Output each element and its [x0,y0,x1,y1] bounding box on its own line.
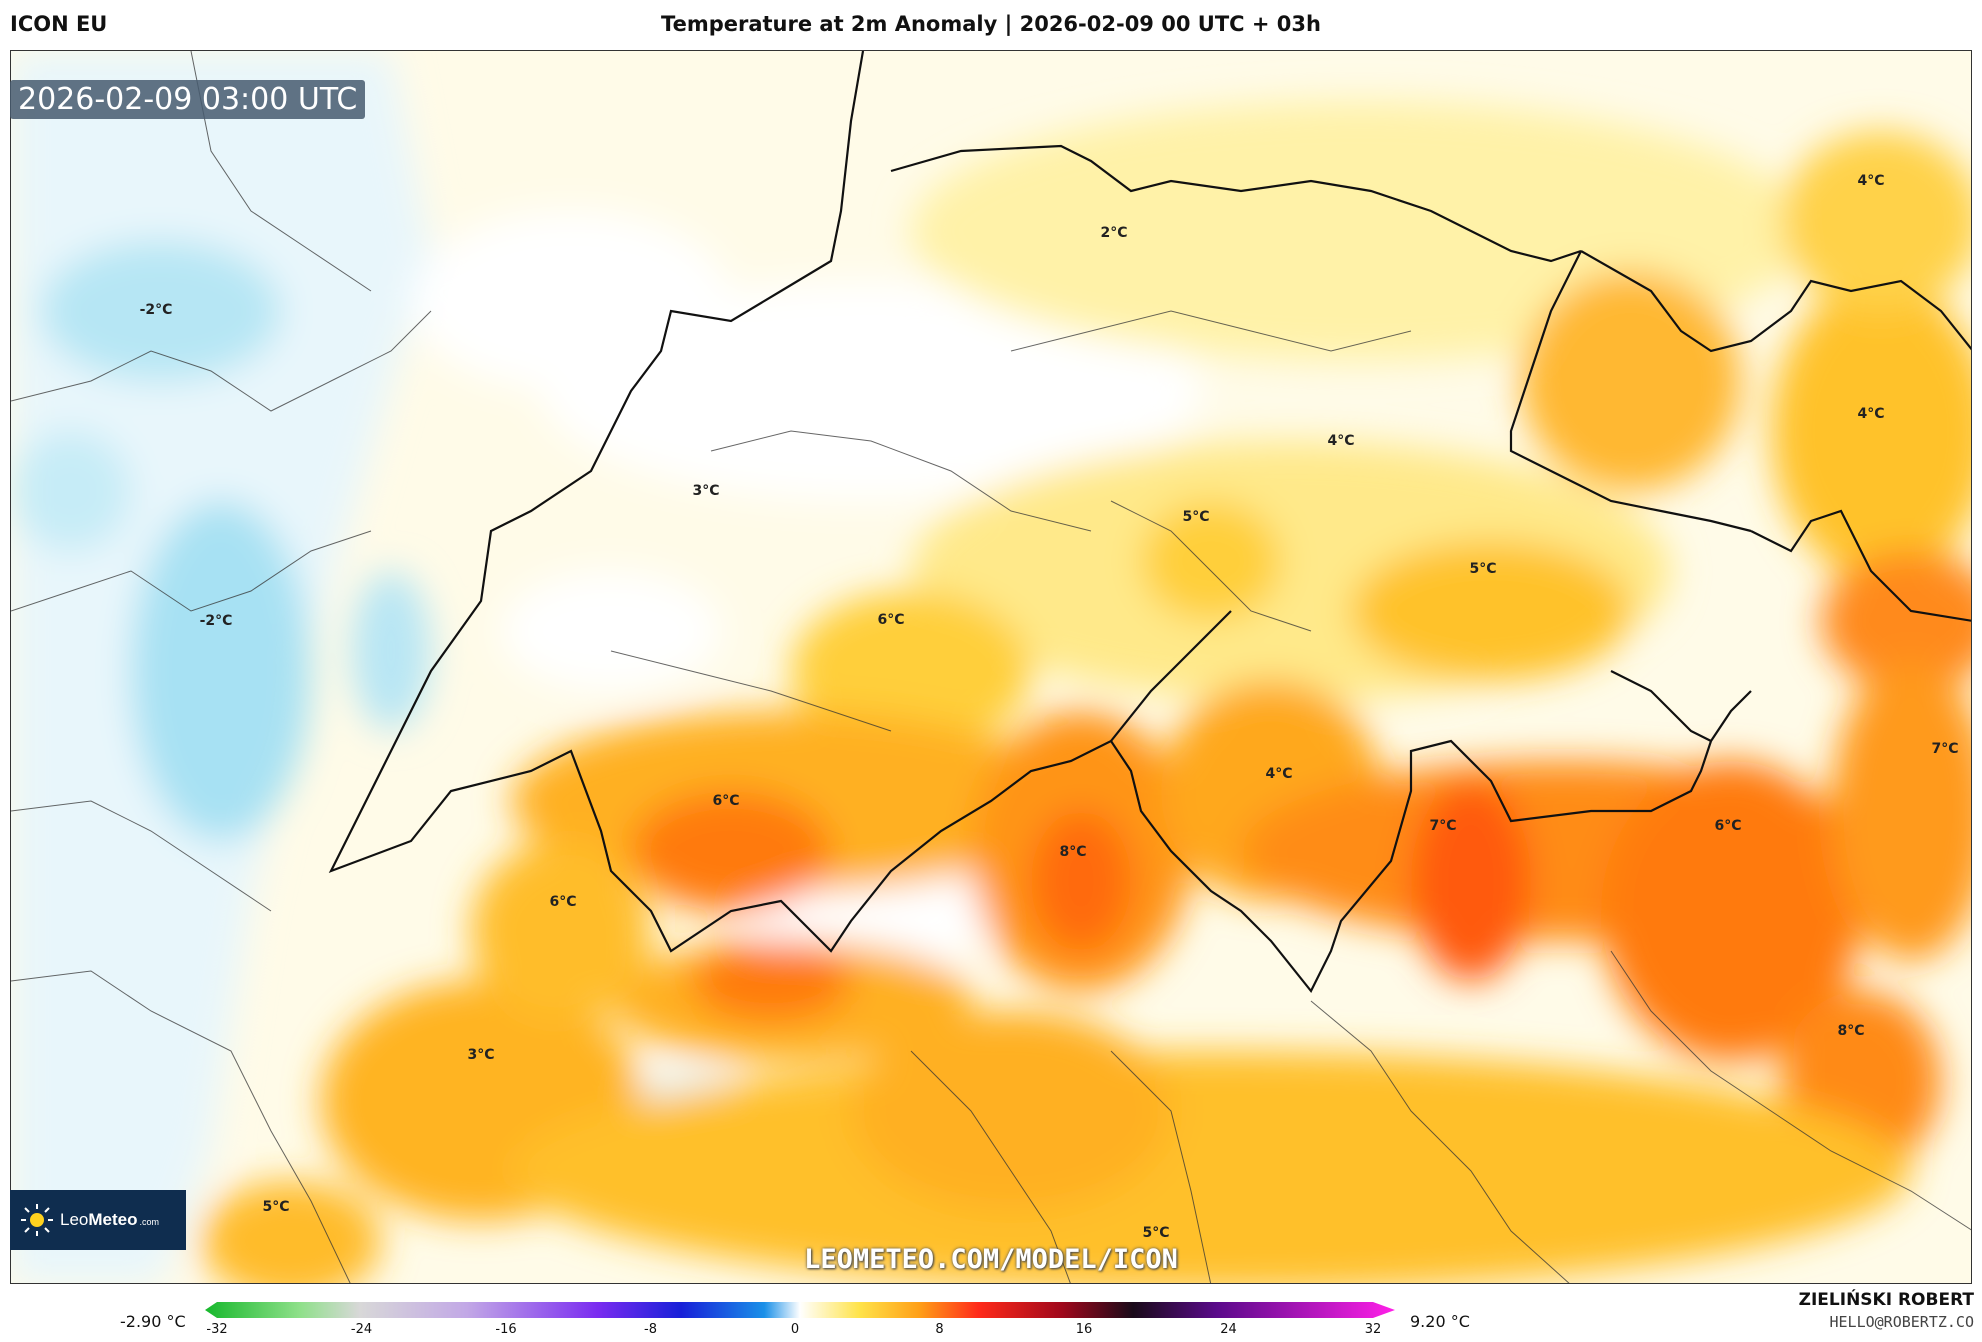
model-name: ICON EU [10,12,108,36]
contour-label: -2°C [139,302,173,318]
colorbar-tick: 0 [790,1322,800,1337]
contour-label: 4°C [1327,433,1355,449]
colorbar-tick: 16 [1075,1322,1093,1337]
author-credit: ZIELIŃSKI ROBERT [1798,1290,1974,1310]
logo-text: LeoMeteo .com [60,1210,160,1229]
contour-label: 2°C [1100,225,1128,241]
contour-label: 4°C [1857,406,1885,422]
colorbar-tick: 24 [1220,1322,1237,1337]
contour-label: 6°C [1714,818,1742,834]
colorbar [205,1302,1395,1318]
colorbar-ticks: -32 -24 -16 -8 0 8 16 24 32 [205,1322,1385,1342]
author-email[interactable]: HELLO@ROBERTZ.CO [1829,1313,1975,1331]
anomaly-map [11,51,1971,1283]
contour-label: 6°C [877,612,905,628]
colorbar-tick: -32 [206,1322,228,1337]
contour-label: 7°C [1931,741,1959,757]
contour-label: 7°C [1429,818,1457,834]
contour-label: 4°C [1857,173,1885,189]
colorbar-min-label: -2.90 °C [120,1312,186,1331]
contour-label: 4°C [1265,766,1293,782]
contour-label: 8°C [1837,1023,1865,1039]
contour-label: 5°C [1469,561,1497,577]
contour-label: 3°C [467,1047,495,1063]
contour-label: 5°C [1142,1225,1170,1241]
site-watermark: LEOMETEO.COM/MODEL/ICON [804,1244,1178,1275]
colorbar-tick: -8 [644,1322,657,1337]
contour-label: 3°C [692,483,720,499]
valid-time-stamp: 2026-02-09 03:00 UTC [10,80,366,119]
contour-label: 6°C [712,793,740,809]
colorbar-tick: 32 [1364,1322,1382,1337]
map-title: Temperature at 2m Anomaly | 2026-02-09 0… [661,12,1321,36]
sun-icon [21,1204,53,1236]
colorbar-tick: 8 [935,1322,944,1337]
contour-label: 6°C [549,894,577,910]
colorbar-tick: -24 [350,1322,373,1337]
colorbar-max-label: 9.20 °C [1410,1312,1470,1331]
contour-label: -2°C [199,613,233,629]
contour-label: 5°C [262,1199,290,1215]
contour-label: 8°C [1059,844,1087,860]
colorbar-tick: -16 [495,1322,517,1337]
contour-label: 5°C [1182,509,1210,525]
leometeo-logo[interactable]: LeoMeteo .com [10,1190,186,1250]
map-panel[interactable]: -2°C -2°C 2°C 3°C 4°C 4°C 4°C 5°C 5°C 6°C 6°C 6°C 4°… [10,50,1972,1284]
